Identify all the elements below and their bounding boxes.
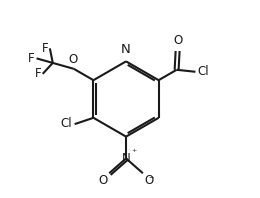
Text: O: O [144,174,153,187]
Text: N: N [121,43,131,56]
Text: F: F [28,52,35,65]
Text: Cl: Cl [197,65,209,78]
Text: O: O [68,53,77,66]
Text: O: O [99,174,108,187]
Text: N: N [122,152,131,165]
Text: F: F [42,42,48,55]
Text: $^+$: $^+$ [130,147,138,156]
Text: O: O [173,34,182,48]
Text: F: F [35,67,41,80]
Text: $^-$: $^-$ [147,174,155,183]
Text: Cl: Cl [61,117,72,130]
